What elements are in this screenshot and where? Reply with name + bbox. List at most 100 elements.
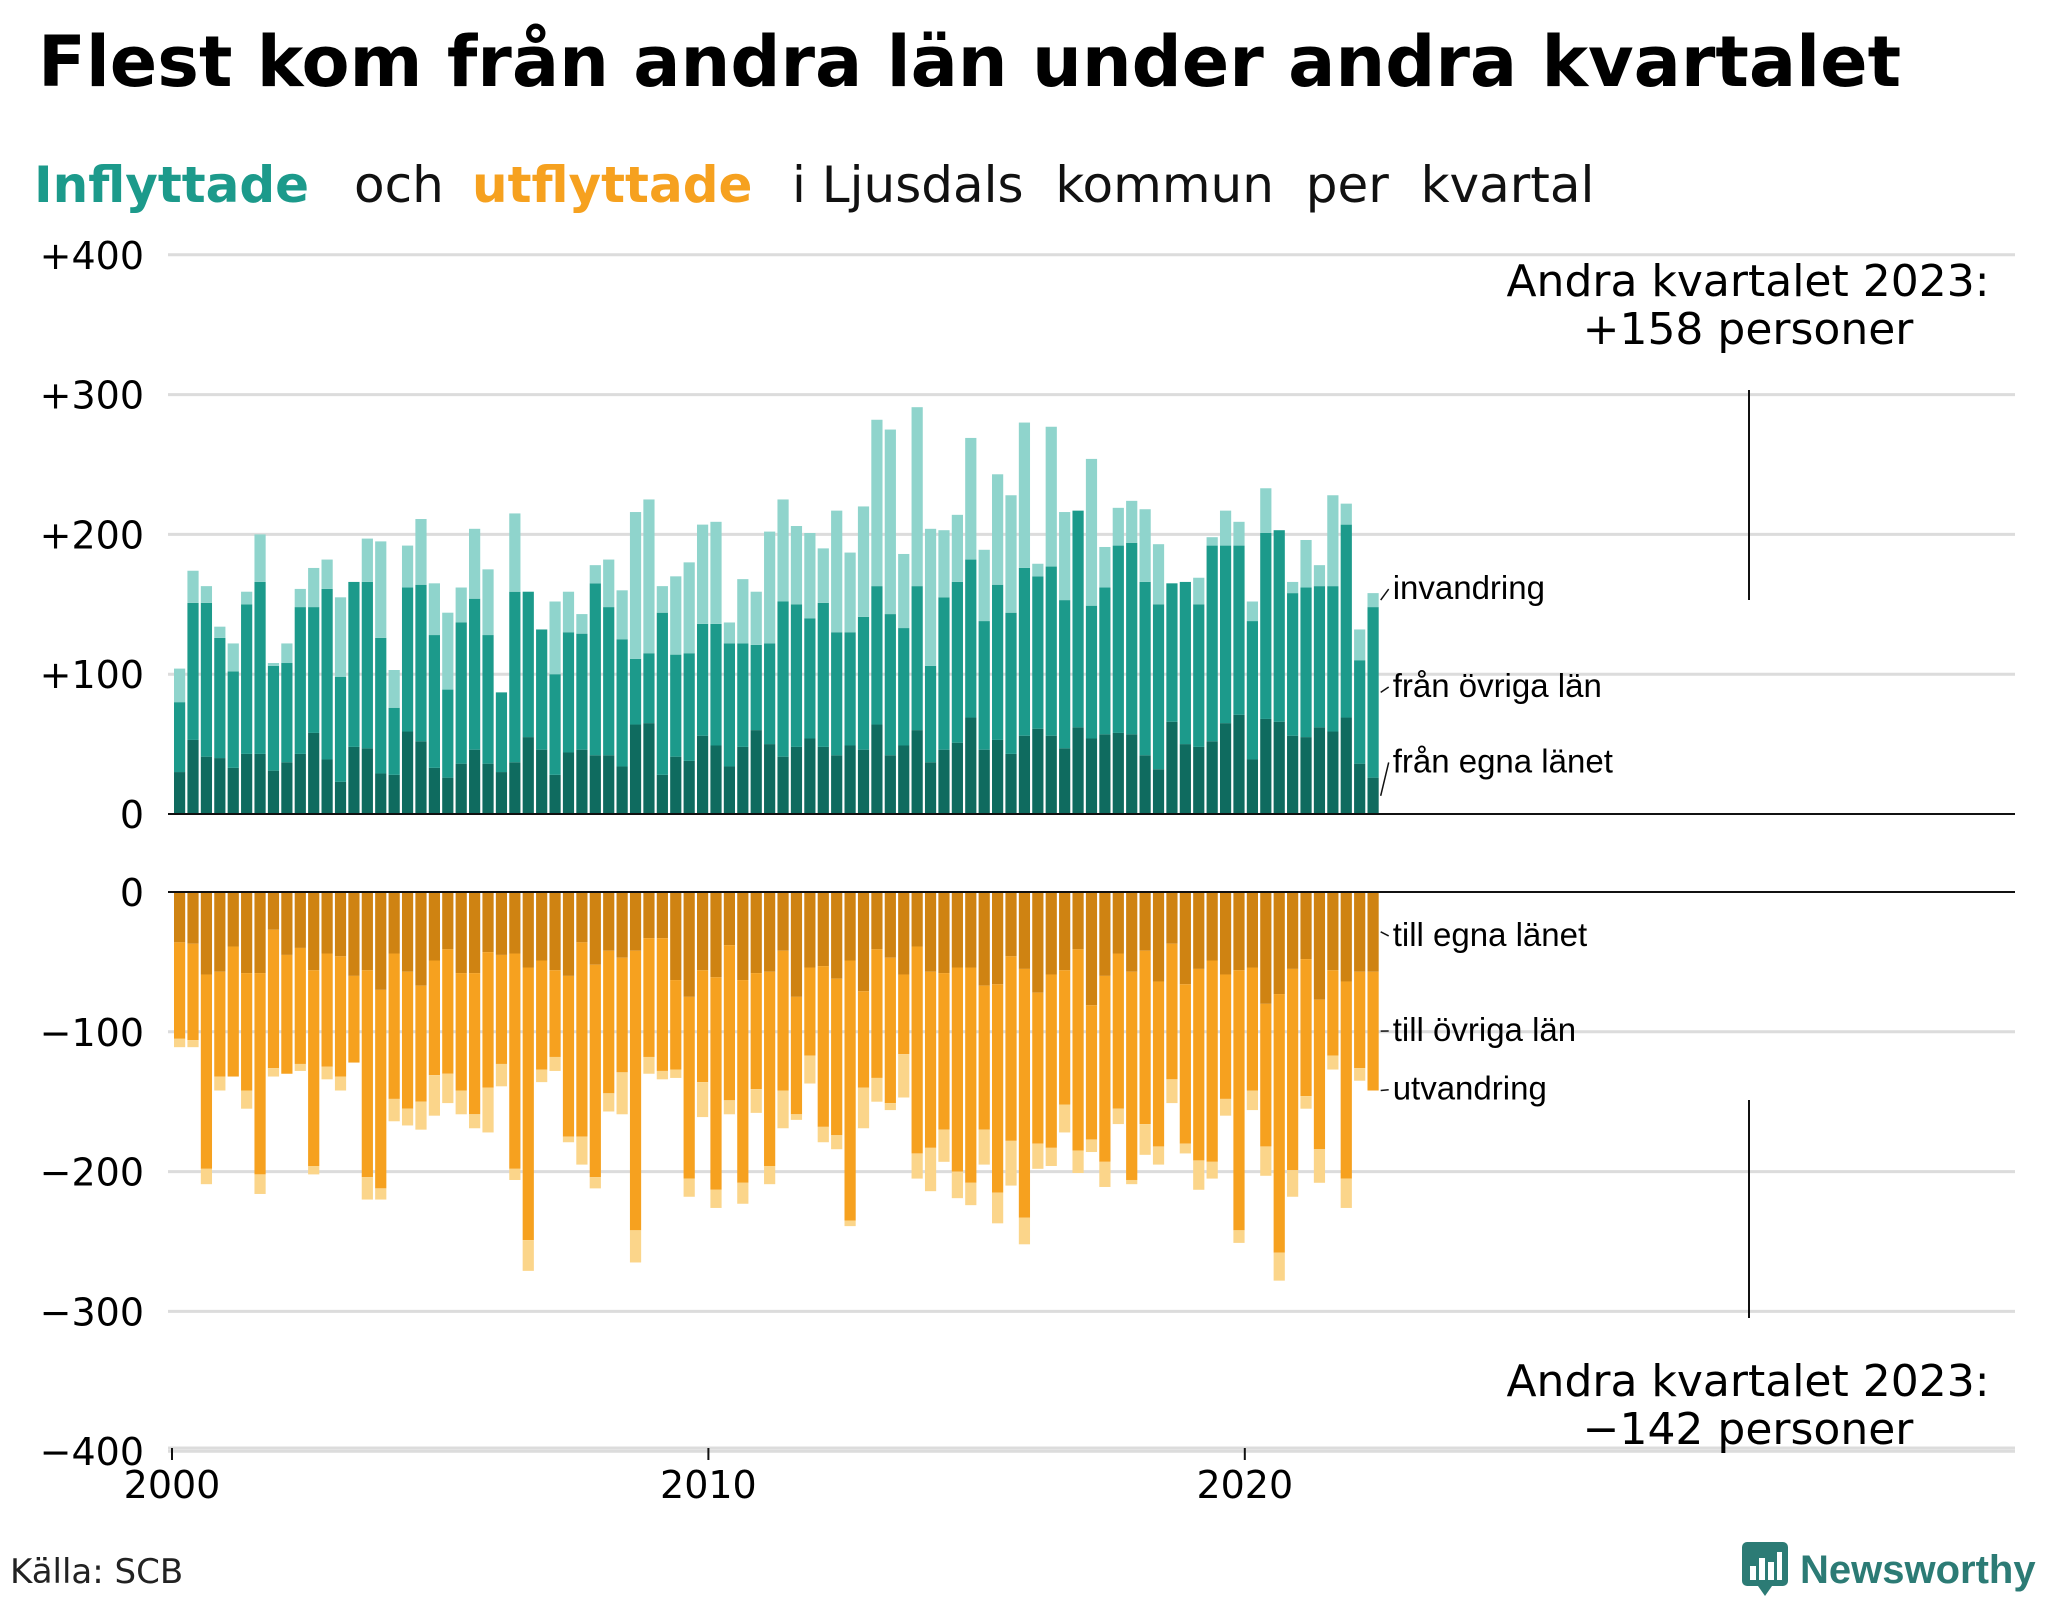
bar-in-ovriga — [818, 603, 829, 747]
bar-in-invandring — [710, 522, 721, 624]
bar-out-ovriga — [724, 945, 735, 1100]
bar-in-invandring — [912, 407, 923, 586]
bar-in-invandring — [643, 499, 654, 653]
bar-out-ovriga — [617, 958, 628, 1073]
bar-in-ovriga — [925, 666, 936, 762]
bar-out-utvandring — [724, 1100, 735, 1114]
bar-in-ovriga — [617, 639, 628, 766]
bar-out-utvandring — [751, 1089, 762, 1113]
bar-out-ovriga — [845, 961, 856, 1221]
bar-in-invandring — [630, 512, 641, 659]
bar-out-ovriga — [536, 961, 547, 1070]
bar-out-utvandring — [1207, 1162, 1218, 1179]
bar-out-egna — [965, 892, 976, 967]
bar-out-utvandring — [1059, 1104, 1070, 1132]
bar-out-utvandring — [1274, 1253, 1285, 1281]
bar-in-egna — [992, 740, 1003, 814]
bar-out-ovriga — [1166, 944, 1177, 1080]
bar-in-invandring — [1005, 495, 1016, 612]
bar-out-egna — [1099, 892, 1110, 976]
bar-in-ovriga — [1193, 604, 1204, 747]
x-tick-label: 2020 — [1196, 1463, 1293, 1507]
bar-in-invandring — [1193, 578, 1204, 605]
bar-out-ovriga — [442, 949, 453, 1073]
bar-in-egna — [214, 758, 225, 814]
bar-out-egna — [791, 892, 802, 997]
bar-in-egna — [187, 740, 198, 814]
bar-in-egna — [1274, 722, 1285, 814]
bar-out-egna — [389, 892, 400, 954]
bar-out-egna — [912, 892, 923, 947]
bar-in-egna — [684, 761, 695, 814]
bar-in-ovriga — [1059, 600, 1070, 748]
bar-in-egna — [1260, 719, 1271, 814]
bar-out-egna — [187, 892, 198, 944]
annotation-bottom-line1: Andra kvartalet 2023: — [1506, 1356, 1989, 1407]
bar-out-ovriga — [737, 980, 748, 1183]
bar-in-invandring — [241, 592, 252, 605]
bar-out-egna — [268, 892, 279, 930]
bar-in-egna — [389, 775, 400, 814]
bar-in-egna — [804, 739, 815, 814]
bar-in-egna — [523, 737, 534, 814]
bar-out-egna — [617, 892, 628, 958]
bar-in-invandring — [590, 565, 601, 583]
bar-in-egna — [791, 747, 802, 814]
bar-in-invandring — [751, 592, 762, 645]
bar-out-ovriga — [281, 955, 292, 1074]
bar-in-ovriga — [1166, 583, 1177, 721]
bar-in-ovriga — [992, 585, 1003, 740]
bar-in-egna — [925, 762, 936, 814]
segment-label-out: till egna länet — [1393, 916, 1587, 953]
bar-in-invandring — [938, 530, 949, 597]
bar-out-egna — [1086, 892, 1097, 1005]
bar-in-ovriga — [429, 635, 440, 768]
y-tick-label: 0 — [120, 793, 144, 837]
bar-out-egna — [1193, 892, 1204, 969]
bar-in-invandring — [375, 541, 386, 637]
bar-in-ovriga — [670, 655, 681, 757]
bar-out-utvandring — [630, 1230, 641, 1262]
bar-in-invandring — [1314, 565, 1325, 586]
bar-out-ovriga — [1233, 970, 1244, 1230]
bar-out-utvandring — [697, 1082, 708, 1117]
bar-out-egna — [523, 892, 534, 967]
bar-in-egna — [831, 755, 842, 814]
bar-in-invandring — [402, 546, 413, 588]
bar-in-invandring — [952, 515, 963, 582]
bar-out-ovriga — [241, 973, 252, 1090]
bar-out-egna — [710, 892, 721, 977]
bar-in-ovriga — [724, 643, 735, 766]
bar-in-egna — [1287, 736, 1298, 814]
bar-in-invandring — [509, 513, 520, 591]
bar-in-invandring — [845, 553, 856, 633]
segment-leader — [1381, 687, 1389, 692]
bar-in-invandring — [992, 474, 1003, 584]
bar-in-ovriga — [1207, 546, 1218, 742]
bar-in-egna — [1113, 733, 1124, 814]
bar-out-ovriga — [389, 954, 400, 1099]
bar-in-ovriga — [710, 624, 721, 746]
bar-out-utvandring — [1113, 1109, 1124, 1124]
bar-out-utvandring — [456, 1091, 467, 1115]
bar-out-ovriga — [590, 965, 601, 1177]
bar-in-invandring — [429, 583, 440, 635]
bar-in-egna — [254, 754, 265, 814]
bar-out-egna — [804, 892, 815, 967]
bar-out-utvandring — [1086, 1139, 1097, 1152]
bar-in-egna — [456, 764, 467, 814]
bar-out-ovriga — [1260, 1004, 1271, 1147]
bar-out-ovriga — [1207, 961, 1218, 1162]
bar-in-egna — [885, 755, 896, 814]
bar-out-ovriga — [456, 973, 467, 1090]
segment-leader — [1381, 932, 1389, 936]
bar-in-invandring — [322, 560, 333, 589]
bar-in-egna — [952, 743, 963, 814]
bar-out-egna — [871, 892, 882, 949]
bar-out-ovriga — [603, 951, 614, 1094]
outflow-bars — [174, 892, 1379, 1281]
bar-out-ovriga — [576, 942, 587, 1136]
bar-in-invandring — [415, 519, 426, 585]
bar-out-egna — [1113, 892, 1124, 954]
bar-out-ovriga — [992, 984, 1003, 1192]
